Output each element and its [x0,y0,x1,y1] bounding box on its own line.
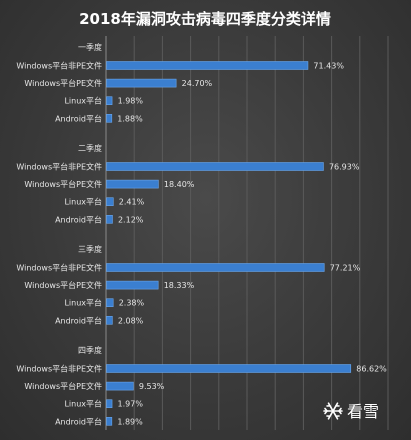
bar [106,61,309,70]
quarter-label: 二季度 [78,143,102,153]
watermark-text: 看雪 [347,402,379,421]
data-label: 2.12% [118,215,144,224]
category-label: Linux平台 [64,399,102,409]
data-label: 71.43% [313,62,344,71]
quarter-label: 三季度 [78,244,102,254]
data-label: 2.08% [118,316,144,325]
data-label: 76.93% [329,163,360,172]
data-label: 1.98% [118,97,144,106]
bar [106,364,352,373]
quarter-label: 四季度 [78,345,102,355]
category-label: Windows平台PE文件 [24,78,102,88]
category-label: Windows平台非PE文件 [16,61,102,71]
data-label: 18.40% [164,180,195,189]
data-label: 1.89% [117,417,143,426]
bar [106,381,134,391]
category-label: Windows平台PE文件 [24,179,102,189]
data-label: 1.97% [118,400,144,409]
category-label: Linux平台 [64,197,102,207]
bar [106,416,113,426]
category-label: Android平台 [55,214,102,224]
category-label: Android平台 [55,315,102,325]
data-label: 24.70% [182,79,213,88]
bar [106,78,177,88]
watermark: 看雪 [323,402,379,421]
bar [106,298,114,308]
bar [106,315,113,325]
data-label: 2.38% [119,299,145,308]
category-label: Windows平台非PE文件 [16,364,102,374]
bars-layer [106,61,352,426]
bar [106,162,324,171]
bar [106,179,159,189]
bar [106,197,114,206]
data-label: 77.21% [330,264,361,273]
category-label: Android平台 [55,416,102,426]
category-label: Windows平台PE文件 [24,280,102,290]
quarter-label: 一季度 [78,42,102,52]
category-label: Windows平台非PE文件 [16,263,102,273]
category-label: Windows平台PE文件 [24,381,102,391]
data-label: 86.62% [356,365,387,374]
grid-layer [133,36,389,430]
chart-title: 2018年漏洞攻击病毒四季度分类详情 [79,10,331,28]
data-label: 2.41% [119,198,145,207]
bar [106,399,113,409]
bar [106,263,325,272]
data-label: 1.88% [117,114,143,123]
category-label: Windows平台非PE文件 [16,162,102,172]
labels-layer: 一季度 Windows平台非PE文件 71.43% Windows平台PE文件 24.7… [16,42,387,426]
category-label: Linux平台 [64,298,102,308]
bar [106,96,113,105]
bar [106,215,113,224]
bar [106,280,159,290]
bar [106,114,113,123]
category-label: Android平台 [55,113,102,123]
snowflake-icon [323,402,343,420]
data-label: 9.53% [139,382,165,391]
data-label: 18.33% [164,281,195,290]
category-label: Linux平台 [64,96,102,106]
